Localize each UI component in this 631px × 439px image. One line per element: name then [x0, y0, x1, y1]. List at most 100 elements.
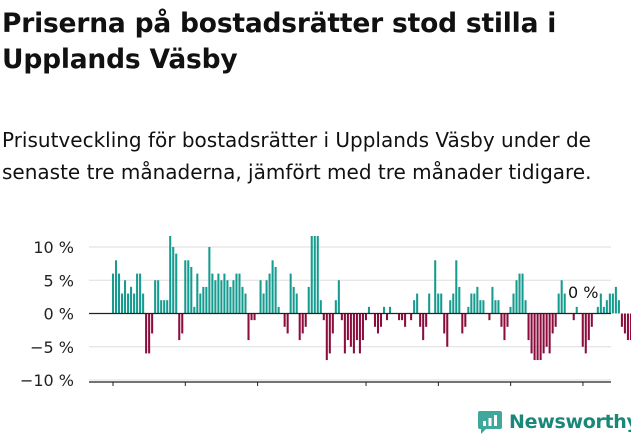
bar: [127, 293, 130, 314]
bar: [629, 313, 631, 341]
bar: [148, 313, 151, 354]
bar: [389, 306, 392, 314]
bar: [461, 313, 464, 334]
bar: [422, 313, 425, 341]
bar: [133, 293, 136, 314]
bar: [500, 313, 503, 327]
bar: [572, 313, 575, 321]
bar: [548, 313, 551, 354]
bar: [349, 313, 352, 347]
bar: [247, 313, 250, 341]
bar: [599, 293, 602, 314]
bar: [488, 313, 491, 321]
bar: [434, 260, 437, 314]
bar: [539, 313, 542, 361]
bar: [111, 273, 115, 314]
bar: [355, 313, 358, 341]
bar: [518, 273, 521, 314]
bar: [229, 286, 232, 314]
bar: [274, 266, 277, 314]
bar: [440, 293, 443, 314]
y-tick-label: 5 %: [44, 271, 74, 290]
bar: [452, 293, 455, 314]
bar: [337, 280, 340, 314]
bar: [145, 313, 148, 354]
bar: [533, 313, 536, 361]
bar: [130, 286, 133, 314]
bar: [458, 286, 461, 314]
bar: [265, 280, 268, 314]
bar: [163, 300, 166, 314]
bar: [464, 313, 467, 327]
bar: [470, 293, 473, 314]
bar: [575, 306, 578, 314]
bar: [124, 280, 127, 314]
bar: [253, 313, 256, 321]
bar: [220, 280, 223, 314]
bar: [449, 300, 452, 314]
bar: [241, 286, 244, 314]
bar: [382, 306, 386, 314]
bar: [310, 236, 313, 314]
bar: [367, 306, 370, 314]
bar: [331, 313, 334, 334]
bar: [467, 306, 470, 314]
y-tick-label: −10 %: [20, 371, 74, 386]
bar: [623, 313, 626, 334]
bar: [584, 313, 587, 354]
bar: [202, 286, 205, 314]
bar: [611, 293, 614, 314]
bar: [617, 300, 620, 314]
bar: [316, 236, 319, 314]
bar: [521, 273, 524, 314]
bar: [289, 273, 292, 314]
bar: [581, 313, 584, 347]
bar: [527, 313, 530, 341]
bar: [524, 300, 527, 314]
latest-value-annotation: 0 %: [568, 283, 598, 302]
bar: [190, 266, 193, 314]
bar: [446, 313, 449, 347]
bar: [298, 313, 301, 341]
bar: [494, 300, 497, 314]
bar: [379, 313, 383, 327]
bar: [118, 273, 121, 314]
bar: [557, 293, 560, 314]
bar: [376, 313, 380, 334]
bar: [244, 293, 247, 314]
bar: [160, 300, 163, 314]
bar: [551, 313, 554, 334]
bar: [343, 313, 346, 354]
brand[interactable]: Newsworthy: [477, 406, 631, 438]
bar: [509, 306, 512, 314]
bar: [277, 306, 280, 314]
bar: [199, 293, 202, 314]
bar: [286, 313, 289, 334]
bar: [602, 306, 605, 314]
bar: [178, 313, 181, 341]
bar: [620, 313, 623, 327]
bar: [151, 313, 154, 334]
bar: [157, 280, 160, 314]
bar: [184, 260, 187, 314]
bar: [121, 293, 124, 314]
bar: [352, 313, 355, 354]
bar: [545, 313, 548, 347]
bar: [503, 313, 506, 341]
bar: [226, 280, 229, 314]
bar: [250, 313, 253, 321]
bar: [542, 313, 545, 354]
bar: [205, 286, 208, 314]
bar: [554, 313, 557, 327]
bar: [506, 313, 509, 327]
bar: [175, 253, 178, 314]
bar: [268, 273, 271, 314]
bar: [491, 286, 494, 314]
bar: [386, 313, 389, 321]
bar: [334, 300, 337, 314]
bar: [172, 247, 175, 314]
bar: [319, 300, 322, 314]
bar: [560, 280, 563, 314]
bar: [154, 280, 157, 314]
bar: [223, 273, 226, 314]
